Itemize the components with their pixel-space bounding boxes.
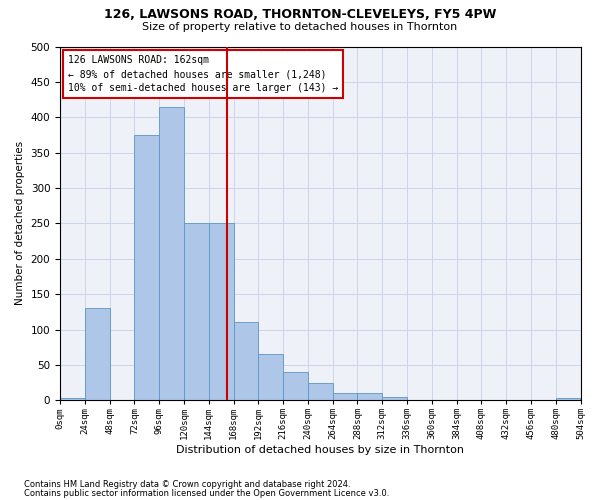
Text: Contains HM Land Registry data © Crown copyright and database right 2024.: Contains HM Land Registry data © Crown c… <box>24 480 350 489</box>
Text: Size of property relative to detached houses in Thornton: Size of property relative to detached ho… <box>142 22 458 32</box>
Bar <box>159 106 184 400</box>
Bar <box>209 224 233 400</box>
Bar <box>308 382 332 400</box>
Bar <box>283 372 308 400</box>
Bar <box>85 308 110 400</box>
Bar <box>233 322 259 400</box>
Bar <box>358 393 382 400</box>
Text: Contains public sector information licensed under the Open Government Licence v3: Contains public sector information licen… <box>24 489 389 498</box>
X-axis label: Distribution of detached houses by size in Thornton: Distribution of detached houses by size … <box>176 445 464 455</box>
Y-axis label: Number of detached properties: Number of detached properties <box>15 142 25 306</box>
Bar <box>184 224 209 400</box>
Text: 126 LAWSONS ROAD: 162sqm
← 89% of detached houses are smaller (1,248)
10% of sem: 126 LAWSONS ROAD: 162sqm ← 89% of detach… <box>68 56 338 94</box>
Bar <box>332 393 358 400</box>
Bar <box>382 396 407 400</box>
Bar <box>556 398 580 400</box>
Bar <box>60 398 85 400</box>
Bar <box>134 135 159 400</box>
Bar <box>259 354 283 400</box>
Text: 126, LAWSONS ROAD, THORNTON-CLEVELEYS, FY5 4PW: 126, LAWSONS ROAD, THORNTON-CLEVELEYS, F… <box>104 8 496 20</box>
